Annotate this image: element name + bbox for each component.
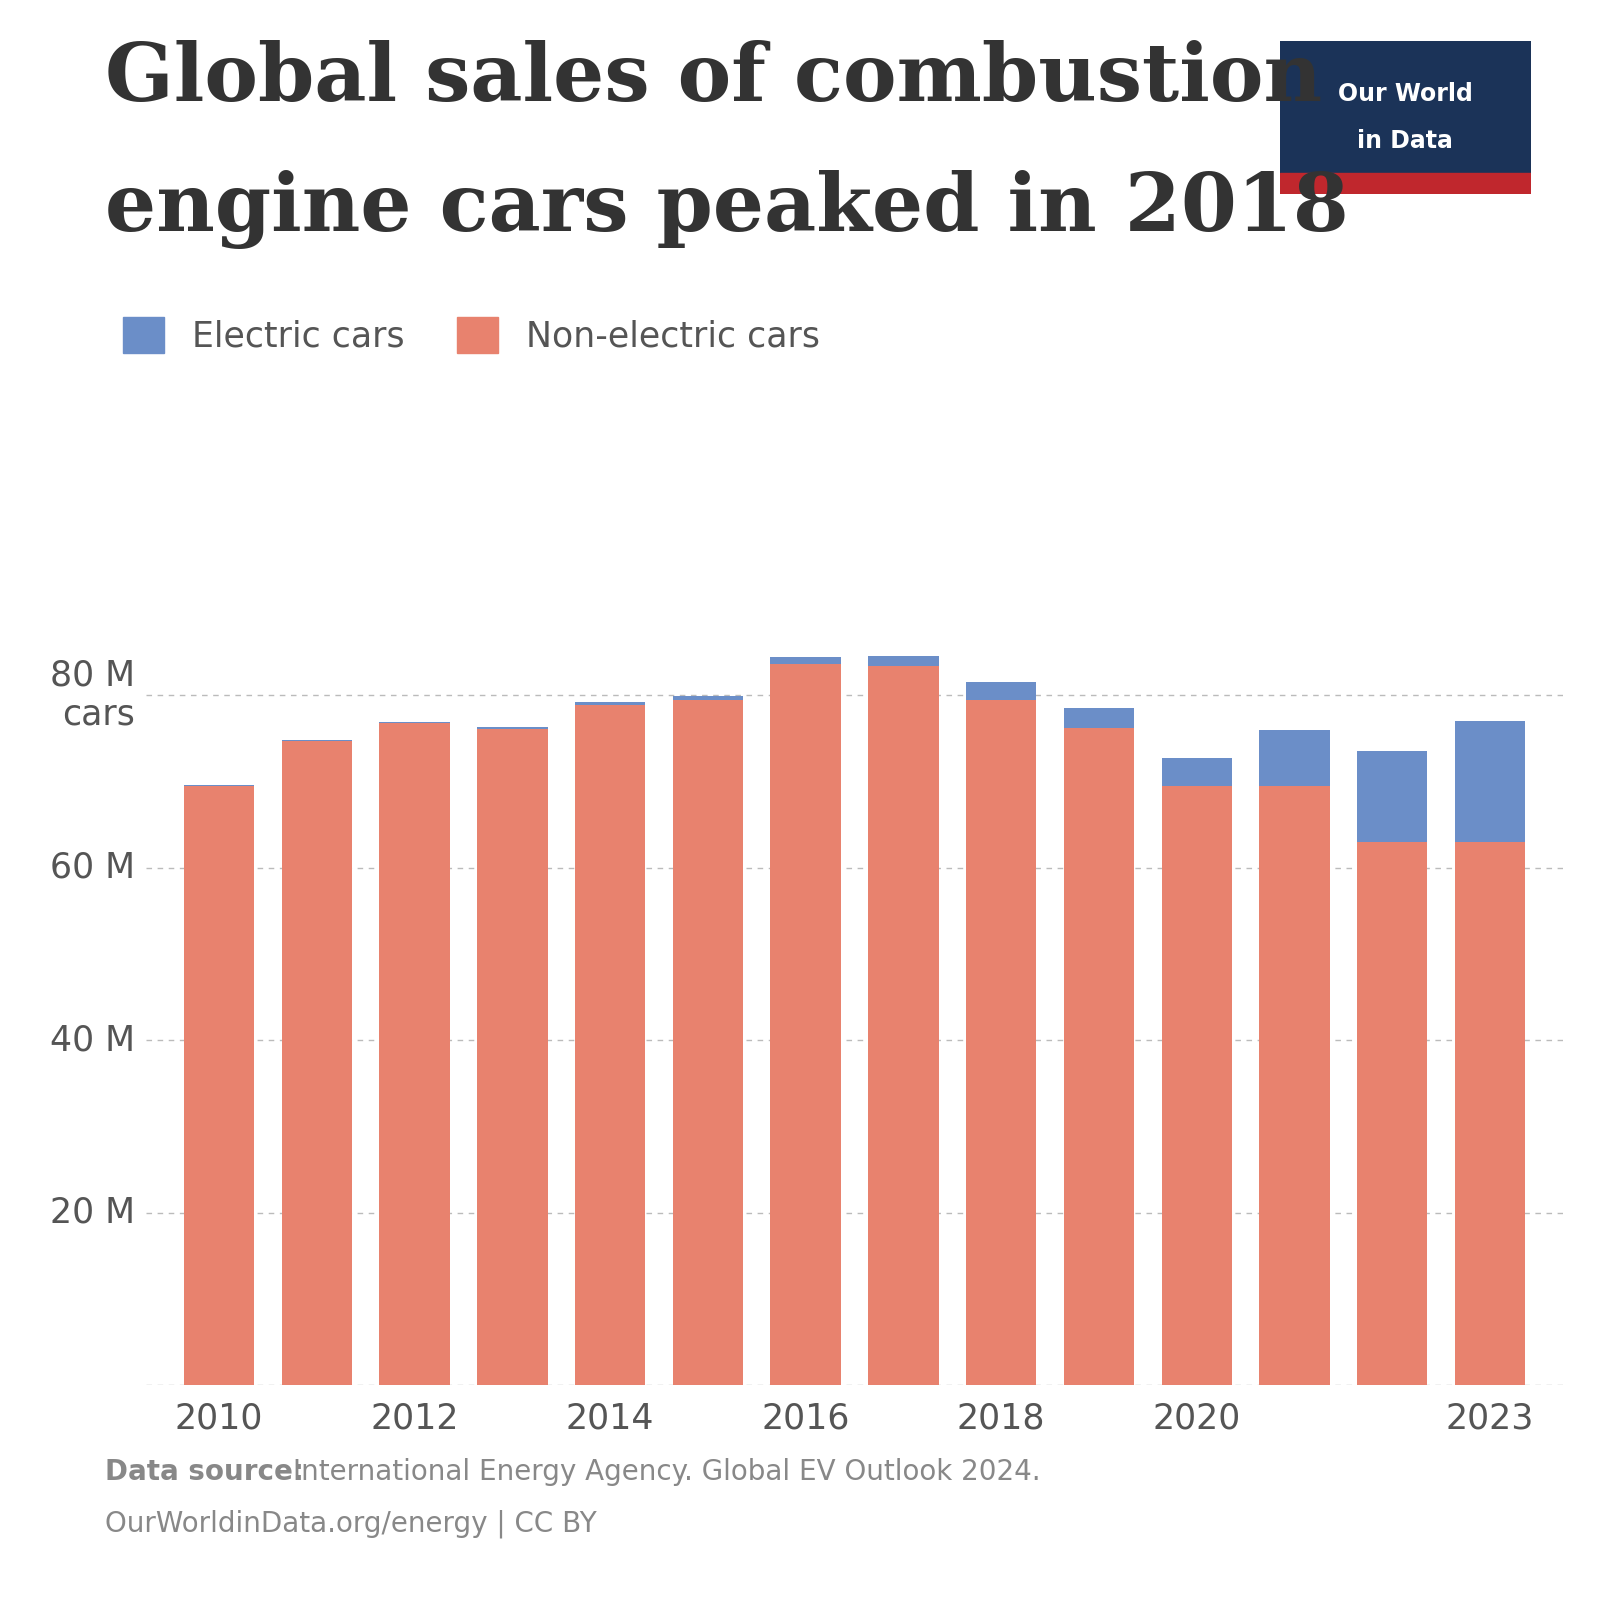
Bar <box>868 666 938 1385</box>
Bar <box>672 695 744 700</box>
Text: in Data: in Data <box>1358 128 1453 152</box>
Bar <box>575 701 645 705</box>
Bar <box>1259 729 1330 786</box>
Bar <box>282 740 352 1385</box>
Bar <box>1162 758 1231 786</box>
Bar <box>672 700 744 1385</box>
Bar <box>966 682 1037 700</box>
Bar <box>1162 786 1231 1385</box>
Bar <box>771 664 841 1385</box>
Bar <box>1259 786 1330 1385</box>
Bar <box>1358 752 1427 842</box>
Bar <box>1455 842 1524 1385</box>
Bar <box>1455 721 1524 842</box>
Bar <box>575 705 645 1385</box>
Bar <box>1064 727 1134 1385</box>
Bar <box>868 656 938 666</box>
Bar <box>771 658 841 664</box>
Bar <box>1280 173 1531 194</box>
Text: OurWorldinData.org/energy | CC BY: OurWorldinData.org/energy | CC BY <box>105 1510 598 1539</box>
Bar <box>1358 842 1427 1385</box>
Bar <box>379 723 450 1385</box>
Bar <box>478 729 548 1385</box>
Text: Our World: Our World <box>1338 83 1473 107</box>
Text: engine cars peaked in 2018: engine cars peaked in 2018 <box>105 170 1349 249</box>
Bar <box>966 700 1037 1385</box>
Text: Global sales of combustion: Global sales of combustion <box>105 40 1322 118</box>
Bar <box>478 727 548 729</box>
Bar <box>1064 708 1134 727</box>
Text: International Energy Agency. Global EV Outlook 2024.: International Energy Agency. Global EV O… <box>284 1458 1040 1486</box>
Text: Data source:: Data source: <box>105 1458 305 1486</box>
Bar <box>185 786 254 1385</box>
Legend: Electric cars, Non-electric cars: Electric cars, Non-electric cars <box>123 318 820 353</box>
